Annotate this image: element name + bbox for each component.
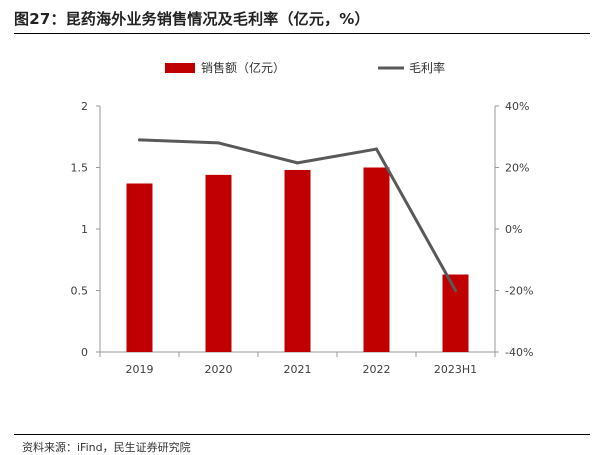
y-left-tick-label: 0.5 [71, 285, 89, 298]
x-tick-label: 2022 [363, 363, 391, 376]
bar [442, 274, 469, 352]
source-divider [14, 434, 590, 435]
y-right-tick-label: -20% [505, 285, 533, 298]
y-right-tick-label: 20% [505, 162, 529, 175]
legend-label-bar: 销售额（亿元） [201, 60, 285, 75]
line-point [217, 141, 220, 145]
line-point [375, 147, 378, 151]
y-left-tick-label: 1.5 [71, 162, 89, 175]
bar [205, 174, 232, 352]
bar [126, 183, 153, 352]
y-right-tick-label: 40% [505, 100, 529, 113]
legend: 销售额（亿元） 毛利率 [165, 60, 445, 75]
x-tick-label: 2020 [205, 363, 233, 376]
line-series [138, 138, 457, 292]
source-note: 资料来源：iFind，民生证券研究院 [22, 441, 191, 454]
y-right-tick-label: -40% [505, 346, 533, 359]
x-tick-label: 2021 [284, 363, 312, 376]
bar [284, 169, 311, 352]
y-left-tick-label: 2 [81, 100, 88, 113]
y-left-tick-label: 0 [81, 346, 88, 359]
line-point [138, 138, 141, 142]
legend-swatch-bar [165, 63, 195, 73]
y-left-tick-label: 1 [81, 223, 88, 236]
x-tick-label: 2019 [126, 363, 154, 376]
bar [363, 167, 390, 352]
title-divider [14, 33, 590, 34]
bar-series [126, 167, 469, 352]
figure-title: 图27：昆药海外业务销售情况及毛利率（亿元，%） [14, 10, 370, 28]
legend-label-line: 毛利率 [409, 60, 445, 75]
y-right-tick-label: 0% [505, 223, 522, 236]
x-tick-label: 2023H1 [434, 363, 477, 376]
line-point [296, 161, 299, 165]
line-point [454, 289, 457, 292]
